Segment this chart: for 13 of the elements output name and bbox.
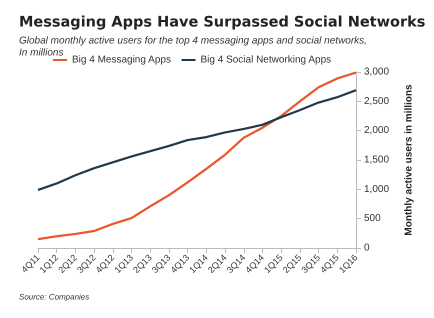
y-tick-label: 2,500: [364, 96, 390, 107]
line-series: [36, 89, 358, 192]
legend-label: Big 4 Social Networking Apps: [200, 54, 332, 66]
line-series: [36, 71, 358, 240]
y-tick-label: 1,000: [364, 184, 390, 195]
source-note: Source: Companies: [19, 292, 90, 302]
y-tick-label: 3,000: [364, 66, 390, 78]
chart-title: Messaging Apps Have Surpassed Social Networks: [19, 14, 426, 30]
y-tick-label: 1,500: [364, 154, 390, 166]
y-tick-label: 2,000: [364, 125, 390, 136]
y-axis-title: Monthly active users in millions: [404, 84, 414, 236]
y-tick-label: 0: [364, 242, 370, 254]
y-tick-label: 500: [364, 213, 382, 224]
